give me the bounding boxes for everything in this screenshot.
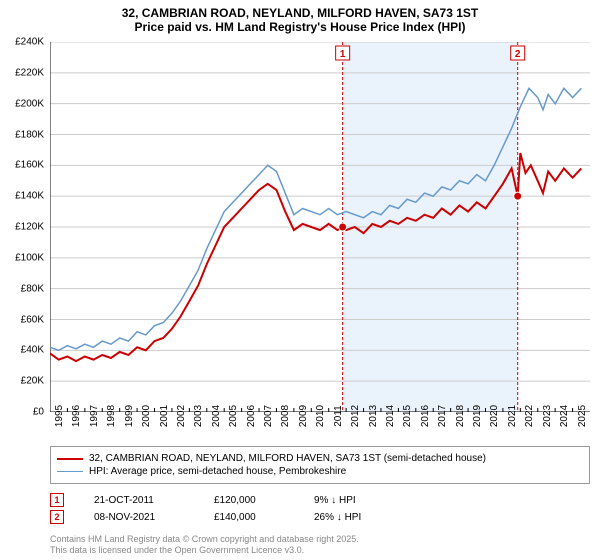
x-tick-label: 2008 <box>280 405 291 427</box>
legend: 32, CAMBRIAN ROAD, NEYLAND, MILFORD HAVE… <box>50 446 590 484</box>
marker-date: 08-NOV-2021 <box>94 512 214 523</box>
attribution: Contains HM Land Registry data © Crown c… <box>50 534 359 556</box>
y-tick-label: £0 <box>33 407 44 418</box>
y-tick-label: £60K <box>21 314 44 325</box>
legend-row-price: 32, CAMBRIAN ROAD, NEYLAND, MILFORD HAVE… <box>57 453 583 464</box>
x-tick-label: 2023 <box>542 405 553 427</box>
x-tick-label: 2006 <box>246 405 257 427</box>
legend-swatch-hpi <box>57 471 83 473</box>
marker-price: £140,000 <box>214 512 314 523</box>
marker-box-icon: 2 <box>50 510 64 524</box>
x-tick-label: 2000 <box>141 405 152 427</box>
y-tick-label: £20K <box>21 376 44 387</box>
marker-details-table: 1 21-OCT-2011£120,0009% ↓ HPI 2 08-NOV-2021… <box>50 490 414 527</box>
x-tick-label: 1996 <box>71 405 82 427</box>
x-tick-label: 2018 <box>455 405 466 427</box>
x-tick-label: 2012 <box>350 405 361 427</box>
x-tick-label: 1998 <box>106 405 117 427</box>
x-tick-label: 2001 <box>159 405 170 427</box>
chart-svg: 12 <box>50 42 590 412</box>
y-tick-label: £220K <box>15 67 44 78</box>
marker-diff: 26% ↓ HPI <box>314 512 414 523</box>
marker-box-icon: 1 <box>50 493 64 507</box>
y-tick-label: £180K <box>15 129 44 140</box>
x-tick-label: 2007 <box>263 405 274 427</box>
svg-text:1: 1 <box>340 49 346 60</box>
x-tick-label: 2019 <box>472 405 483 427</box>
chart-title-line2: Price paid vs. HM Land Registry's House … <box>0 20 600 34</box>
marker-detail-row: 2 08-NOV-2021£140,00026% ↓ HPI <box>50 510 414 524</box>
x-tick-label: 2015 <box>402 405 413 427</box>
x-tick-label: 1999 <box>124 405 135 427</box>
svg-text:2: 2 <box>515 49 521 60</box>
y-tick-label: £100K <box>15 252 44 263</box>
x-tick-label: 2017 <box>437 405 448 427</box>
attribution-line2: This data is licensed under the Open Gov… <box>50 545 359 556</box>
y-tick-label: £40K <box>21 345 44 356</box>
x-tick-label: 2010 <box>315 405 326 427</box>
x-tick-label: 2011 <box>333 405 344 427</box>
x-tick-label: 2024 <box>559 405 570 427</box>
legend-label-price: 32, CAMBRIAN ROAD, NEYLAND, MILFORD HAVE… <box>89 453 486 464</box>
legend-swatch-price <box>57 458 83 460</box>
x-tick-label: 2009 <box>298 405 309 427</box>
y-tick-label: £80K <box>21 283 44 294</box>
y-tick-label: £120K <box>15 222 44 233</box>
x-tick-label: 1997 <box>89 405 100 427</box>
chart-title-line1: 32, CAMBRIAN ROAD, NEYLAND, MILFORD HAVE… <box>0 6 600 20</box>
x-axis: 1995199619971998199920002001200220032004… <box>50 414 590 444</box>
x-tick-label: 2014 <box>385 405 396 427</box>
x-tick-label: 2021 <box>507 405 518 427</box>
price-chart: 32, CAMBRIAN ROAD, NEYLAND, MILFORD HAVE… <box>0 0 600 560</box>
y-tick-label: £160K <box>15 160 44 171</box>
x-tick-label: 2003 <box>193 405 204 427</box>
y-tick-label: £240K <box>15 37 44 48</box>
chart-title-block: 32, CAMBRIAN ROAD, NEYLAND, MILFORD HAVE… <box>0 0 600 36</box>
x-tick-label: 2004 <box>211 405 222 427</box>
x-tick-label: 1995 <box>54 405 65 427</box>
x-tick-label: 2002 <box>176 405 187 427</box>
plot-area: 12 <box>50 42 590 412</box>
y-tick-label: £200K <box>15 98 44 109</box>
marker-detail-row: 1 21-OCT-2011£120,0009% ↓ HPI <box>50 493 414 507</box>
y-tick-label: £140K <box>15 191 44 202</box>
y-axis: £0£20K£40K£60K£80K£100K£120K£140K£160K£1… <box>0 42 48 412</box>
x-tick-label: 2020 <box>489 405 500 427</box>
x-tick-label: 2013 <box>368 405 379 427</box>
x-tick-label: 2022 <box>524 405 535 427</box>
marker-diff: 9% ↓ HPI <box>314 495 414 506</box>
legend-label-hpi: HPI: Average price, semi-detached house,… <box>89 466 346 477</box>
x-tick-label: 2025 <box>577 405 588 427</box>
marker-price: £120,000 <box>214 495 314 506</box>
x-tick-label: 2005 <box>228 405 239 427</box>
marker-date: 21-OCT-2011 <box>94 495 214 506</box>
attribution-line1: Contains HM Land Registry data © Crown c… <box>50 534 359 545</box>
legend-row-hpi: HPI: Average price, semi-detached house,… <box>57 466 583 477</box>
x-tick-label: 2016 <box>420 405 431 427</box>
